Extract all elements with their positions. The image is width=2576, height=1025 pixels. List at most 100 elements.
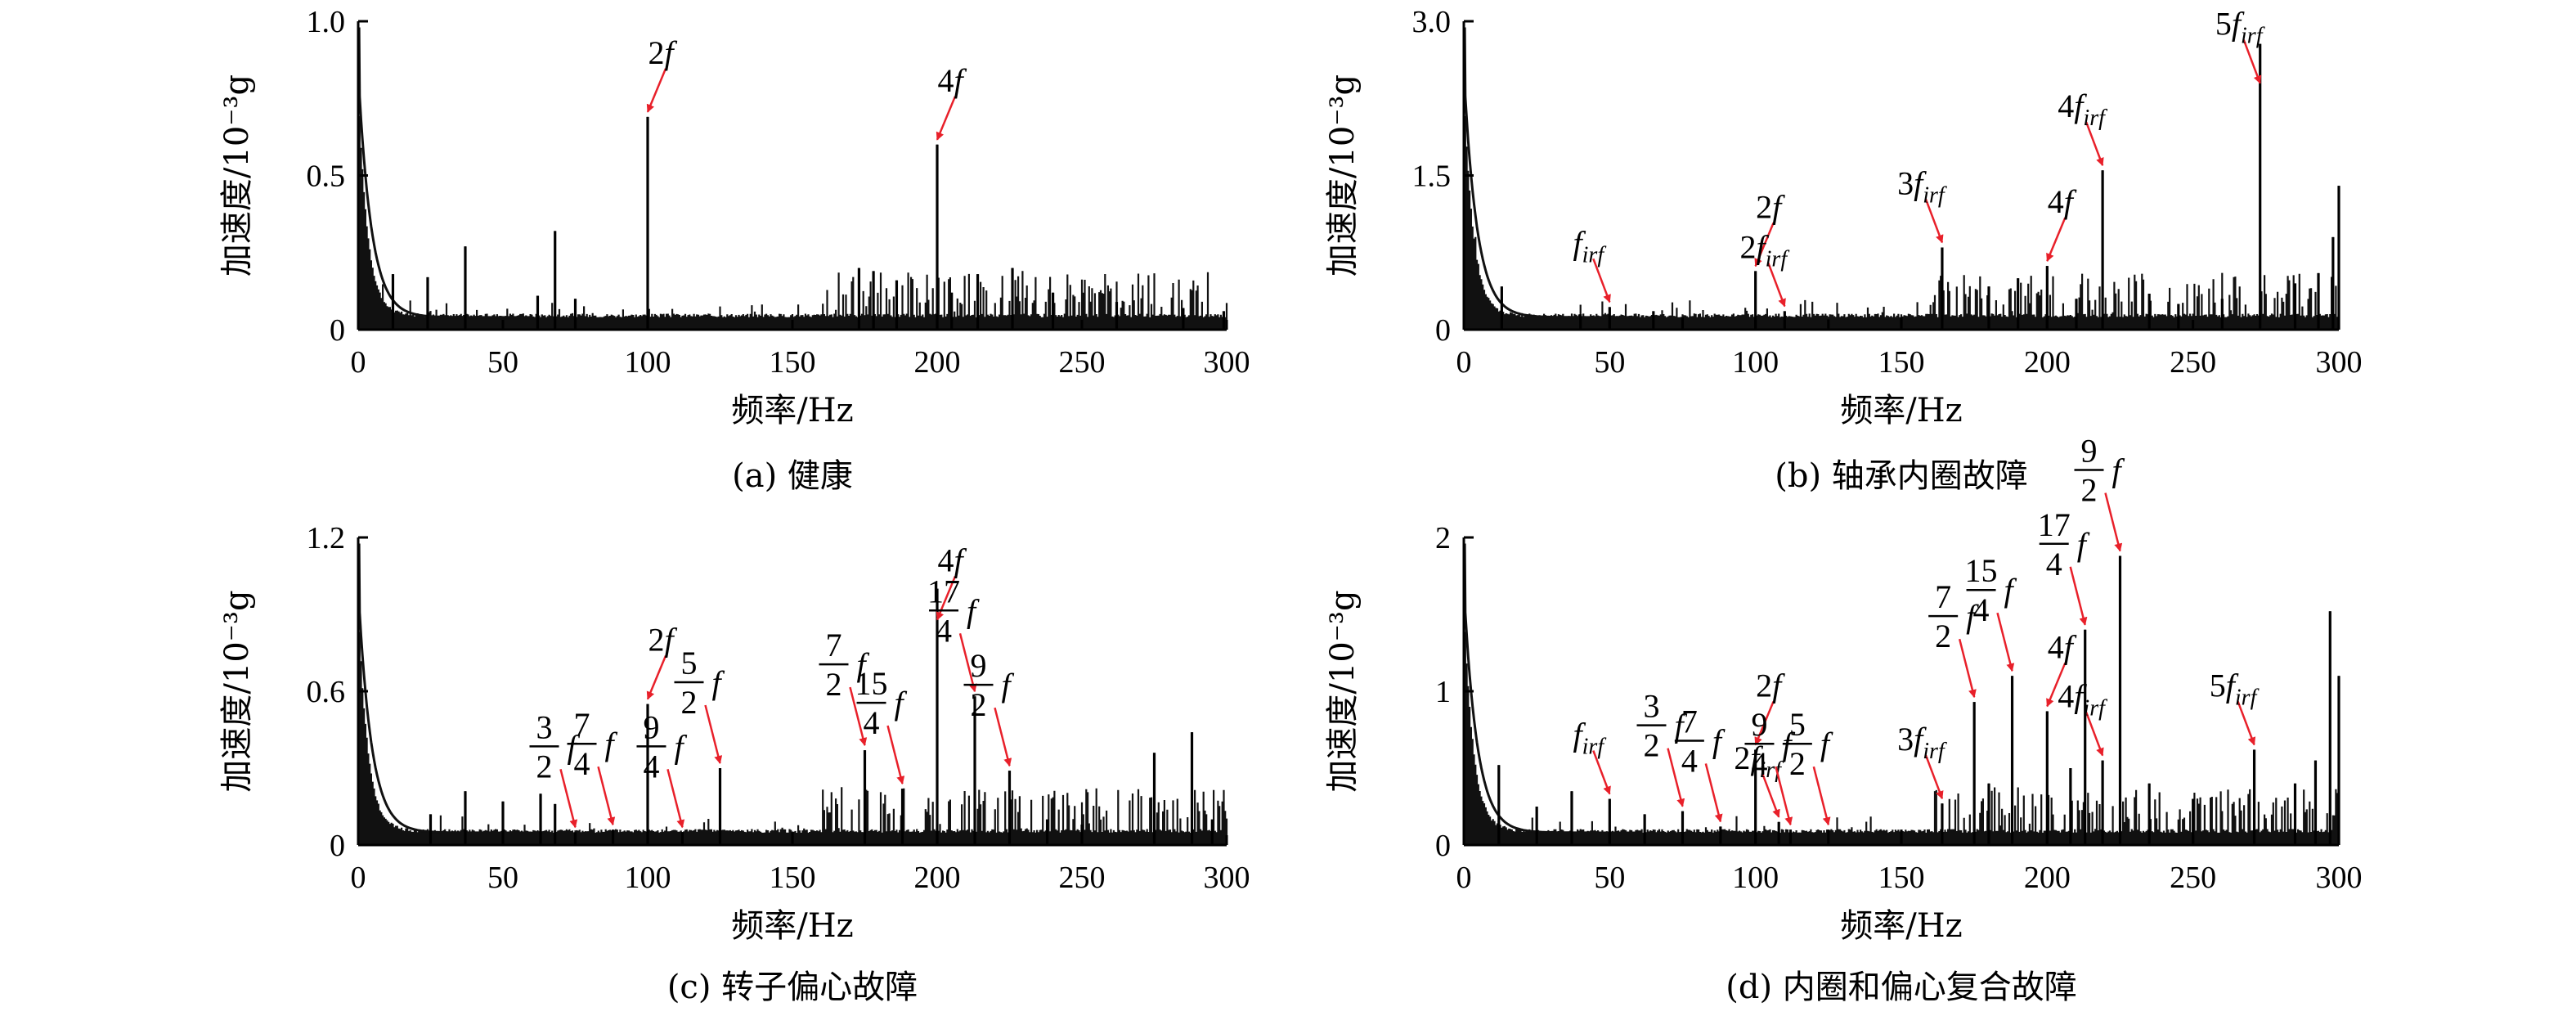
x-tick-label: 300 [2316,861,2363,895]
annotation-arrow [2104,492,2123,552]
annotation-2: 2f [646,622,677,700]
x-axis-label: 频率/Hz [1840,392,1962,429]
annotation-arrow [2046,217,2067,263]
annotation-arrow [1767,262,1786,308]
fraction-numerator: 15 [1965,552,1998,589]
annotation-1: 32f [1636,688,1688,807]
fraction-numerator: 7 [1681,703,1698,740]
fraction-denominator: 2 [971,686,987,723]
annotation-5: 4firf [2058,88,2107,167]
x-tick-label: 100 [625,345,671,380]
spectrum-decay-curve [357,27,532,319]
x-tick-label: 150 [770,861,816,895]
fraction-numerator: 15 [855,665,888,702]
y-tick-label: 0 [1435,829,1451,863]
x-tick-label: 50 [487,861,518,895]
fraction-denominator: 2 [826,666,842,703]
fraction-numerator: 3 [536,708,553,745]
fraction-numerator: 7 [574,706,590,743]
annotation-arrow [1812,766,1831,826]
harmonic-label: 2f [1756,188,1785,225]
harmonic-label: 5firf [2215,6,2265,49]
x-tick-label: 0 [351,861,366,895]
annotation-arrow [704,704,723,764]
annotation-arrow [1754,700,1775,746]
annotation-arrow [2069,566,2088,626]
spectrum-trace [358,588,1228,845]
fraction-denominator: 2 [681,684,698,721]
y-axis-label: 加速度/10⁻³g [218,74,256,276]
y-tick-label: 0.6 [307,675,346,709]
annotation-arrow [849,686,868,747]
fraction-numerator: 9 [1751,706,1767,743]
fraction-denominator: 2 [1644,727,1660,764]
harmonic-label: 4firf [2058,678,2107,722]
annotation-arrow [2085,712,2104,757]
annotation-arrow [559,769,578,829]
panel-caption: (c) 转子偏心故障 [667,969,918,1006]
spectrum-trace [1464,555,2340,845]
frequency-symbol: f [605,726,618,762]
annotation-arrow [1667,748,1685,807]
annotation-arrow [936,96,957,141]
fraction-numerator: 3 [1644,688,1660,725]
annotation-2: 2firf [1740,228,1790,308]
annotation-4: 52f [674,645,725,764]
annotation-0: 2f [646,34,677,113]
fraction-numerator: 17 [927,573,960,609]
annotation-6: 5firf [2215,6,2265,84]
harmonic-label: 4f [2048,628,2077,665]
harmonic-label: 4f [2048,183,2077,220]
spectrum-decay-curve [357,543,532,834]
harmonic-label: firf [1573,224,1607,267]
x-tick-label: 0 [1456,345,1472,380]
fraction-numerator: 9 [643,708,659,745]
harmonic-label: 3firf [1897,164,1947,208]
annotation-arrow [666,769,685,829]
y-tick-label: 0 [330,313,345,348]
fraction-numerator: 9 [971,647,987,684]
annotation-arrow [1958,638,1977,699]
fraction-numerator: 5 [681,645,698,681]
frequency-symbol: f [712,664,725,701]
spectrum-trace [358,116,1228,330]
y-tick-label: 0 [330,829,345,863]
y-tick-label: 2 [1435,521,1451,555]
fraction-denominator: 4 [864,704,880,741]
frequency-symbol: f [967,592,980,629]
y-tick-label: 1.5 [1412,160,1452,194]
annotation-12: 4firf [2058,678,2107,757]
annotation-5: 94f [1744,706,1795,826]
chart-panel-3: 0 50 100 150 200 250 300 0 1 2 频率/Hz 加速度/10⁻³g (d) 内… [1324,433,2363,1006]
panel-caption: (a) 健康 [732,457,853,495]
annotation-arrow [646,68,667,113]
y-tick-label: 1 [1435,675,1451,709]
x-tick-label: 150 [1878,345,1925,380]
annotation-arrow [1924,754,1944,800]
fraction-denominator: 4 [936,612,952,649]
x-tick-label: 0 [351,345,366,380]
harmonic-label: 3firf [1897,721,1947,764]
x-tick-label: 200 [2024,861,2071,895]
spectrum-decay-curve [1463,27,1639,319]
spectrum-decay-curve [1463,543,1639,834]
fraction-denominator: 2 [536,748,553,784]
annotation-arrow [1996,612,2015,672]
panel-caption: (d) 内圈和偏心复合故障 [1726,969,2077,1006]
x-tick-label: 100 [625,861,671,895]
annotation-0: firf [1573,224,1611,303]
fraction-denominator: 4 [1681,742,1698,779]
x-tick-label: 50 [487,345,518,380]
x-tick-label: 100 [1732,861,1779,895]
annotation-3: 3firf [1897,164,1947,244]
annotation-arrow [1592,258,1611,303]
annotation-arrow [886,725,905,785]
annotation-1: 74f [567,706,618,826]
x-tick-label: 300 [2316,345,2363,380]
harmonic-label: 2firf [1740,228,1790,272]
x-tick-label: 200 [2024,345,2071,380]
fraction-denominator: 4 [574,745,590,782]
annotation-3: 94f [636,708,687,829]
x-tick-label: 250 [2170,345,2216,380]
